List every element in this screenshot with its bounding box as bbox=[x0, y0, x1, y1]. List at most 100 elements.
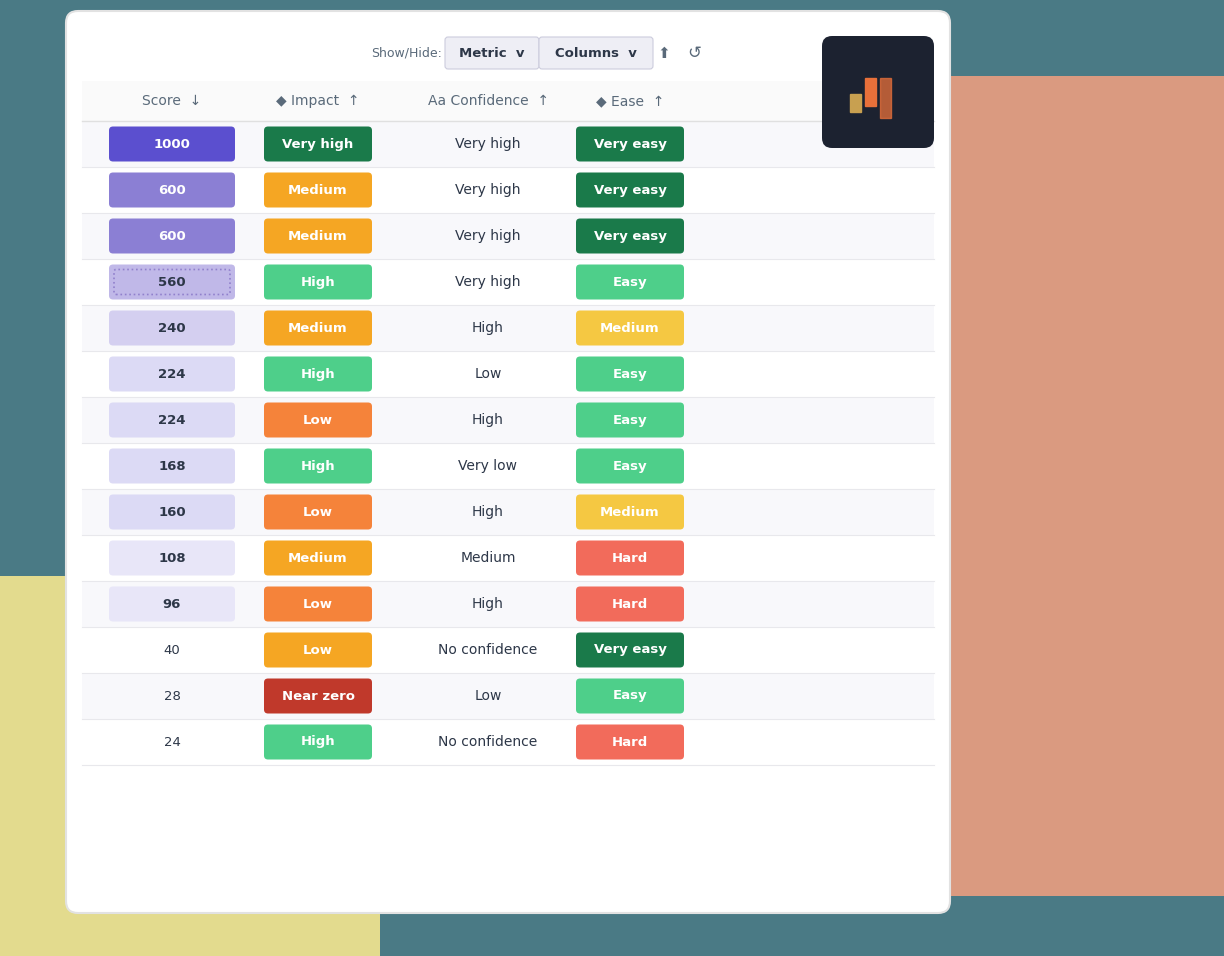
Bar bbox=[82, 535, 934, 581]
Text: Easy: Easy bbox=[613, 367, 647, 380]
Bar bbox=[82, 627, 934, 673]
Text: Very easy: Very easy bbox=[594, 138, 666, 150]
FancyBboxPatch shape bbox=[577, 357, 684, 392]
Text: 168: 168 bbox=[158, 460, 186, 472]
Bar bbox=[82, 719, 934, 765]
FancyBboxPatch shape bbox=[577, 725, 684, 759]
Bar bbox=[865, 78, 876, 106]
Text: High: High bbox=[301, 367, 335, 380]
Text: 40: 40 bbox=[164, 643, 180, 657]
Text: Medium: Medium bbox=[600, 506, 660, 518]
FancyBboxPatch shape bbox=[109, 265, 235, 299]
Text: Very high: Very high bbox=[455, 137, 520, 151]
FancyBboxPatch shape bbox=[109, 126, 235, 162]
Bar bbox=[849, 94, 860, 112]
Text: Low: Low bbox=[304, 506, 333, 518]
FancyBboxPatch shape bbox=[446, 37, 539, 69]
Text: Very high: Very high bbox=[283, 138, 354, 150]
FancyBboxPatch shape bbox=[760, 76, 1224, 896]
Text: High: High bbox=[301, 275, 335, 289]
Bar bbox=[82, 351, 934, 397]
Text: High: High bbox=[472, 597, 504, 611]
Text: Very easy: Very easy bbox=[594, 643, 666, 657]
Text: 28: 28 bbox=[164, 689, 180, 703]
FancyBboxPatch shape bbox=[264, 725, 372, 759]
FancyBboxPatch shape bbox=[577, 679, 684, 713]
Text: Very high: Very high bbox=[455, 229, 520, 243]
Text: 600: 600 bbox=[158, 184, 186, 197]
FancyBboxPatch shape bbox=[577, 219, 684, 253]
Text: High: High bbox=[472, 505, 504, 519]
Text: 224: 224 bbox=[158, 367, 186, 380]
FancyBboxPatch shape bbox=[109, 172, 235, 207]
Text: 560: 560 bbox=[158, 275, 186, 289]
FancyBboxPatch shape bbox=[264, 402, 372, 438]
Bar bbox=[82, 673, 934, 719]
Bar bbox=[82, 81, 934, 121]
Text: Low: Low bbox=[304, 414, 333, 426]
Text: 600: 600 bbox=[158, 229, 186, 243]
FancyBboxPatch shape bbox=[109, 311, 235, 345]
FancyBboxPatch shape bbox=[264, 679, 372, 713]
Text: Medium: Medium bbox=[288, 321, 348, 335]
Text: Easy: Easy bbox=[613, 460, 647, 472]
Text: Columns  v: Columns v bbox=[554, 47, 636, 59]
Text: No confidence: No confidence bbox=[438, 735, 537, 749]
Text: High: High bbox=[472, 413, 504, 427]
Bar bbox=[880, 78, 891, 118]
Text: Medium: Medium bbox=[288, 229, 348, 243]
FancyBboxPatch shape bbox=[264, 126, 372, 162]
FancyBboxPatch shape bbox=[264, 219, 372, 253]
Text: 1000: 1000 bbox=[153, 138, 191, 150]
FancyBboxPatch shape bbox=[264, 540, 372, 576]
FancyBboxPatch shape bbox=[577, 402, 684, 438]
Text: Hard: Hard bbox=[612, 552, 649, 564]
Text: Very low: Very low bbox=[459, 459, 518, 473]
FancyBboxPatch shape bbox=[539, 37, 652, 69]
FancyBboxPatch shape bbox=[0, 576, 379, 956]
Text: 24: 24 bbox=[164, 735, 180, 749]
Text: Medium: Medium bbox=[288, 184, 348, 197]
Text: 96: 96 bbox=[163, 598, 181, 611]
FancyBboxPatch shape bbox=[577, 494, 684, 530]
Bar bbox=[82, 443, 934, 489]
FancyBboxPatch shape bbox=[264, 311, 372, 345]
Bar bbox=[82, 121, 934, 167]
FancyBboxPatch shape bbox=[109, 357, 235, 392]
Text: 160: 160 bbox=[158, 506, 186, 518]
Text: Medium: Medium bbox=[600, 321, 660, 335]
FancyBboxPatch shape bbox=[577, 448, 684, 484]
Text: 108: 108 bbox=[158, 552, 186, 564]
Text: Very easy: Very easy bbox=[594, 184, 666, 197]
Text: Very easy: Very easy bbox=[594, 229, 666, 243]
Text: ◆ Ease  ↑: ◆ Ease ↑ bbox=[596, 94, 665, 108]
Text: ⬆: ⬆ bbox=[657, 46, 671, 60]
Bar bbox=[82, 305, 934, 351]
Text: Easy: Easy bbox=[613, 275, 647, 289]
Text: ↺: ↺ bbox=[687, 44, 701, 62]
Text: Low: Low bbox=[304, 598, 333, 611]
Text: Metric  v: Metric v bbox=[459, 47, 525, 59]
Bar bbox=[82, 397, 934, 443]
Text: Very high: Very high bbox=[455, 183, 520, 197]
Text: Low: Low bbox=[475, 689, 502, 703]
FancyBboxPatch shape bbox=[577, 126, 684, 162]
FancyBboxPatch shape bbox=[264, 494, 372, 530]
Text: Hard: Hard bbox=[612, 735, 649, 749]
FancyBboxPatch shape bbox=[577, 586, 684, 621]
Text: High: High bbox=[301, 460, 335, 472]
Text: Low: Low bbox=[475, 367, 502, 381]
FancyBboxPatch shape bbox=[577, 311, 684, 345]
FancyBboxPatch shape bbox=[264, 586, 372, 621]
FancyBboxPatch shape bbox=[109, 586, 235, 621]
FancyBboxPatch shape bbox=[577, 172, 684, 207]
FancyBboxPatch shape bbox=[264, 265, 372, 299]
FancyBboxPatch shape bbox=[109, 402, 235, 438]
FancyBboxPatch shape bbox=[264, 448, 372, 484]
Bar bbox=[82, 167, 934, 213]
Text: Near zero: Near zero bbox=[282, 689, 355, 703]
Text: Easy: Easy bbox=[613, 414, 647, 426]
FancyBboxPatch shape bbox=[577, 540, 684, 576]
FancyBboxPatch shape bbox=[109, 448, 235, 484]
Text: Aa Confidence  ↑: Aa Confidence ↑ bbox=[427, 94, 548, 108]
